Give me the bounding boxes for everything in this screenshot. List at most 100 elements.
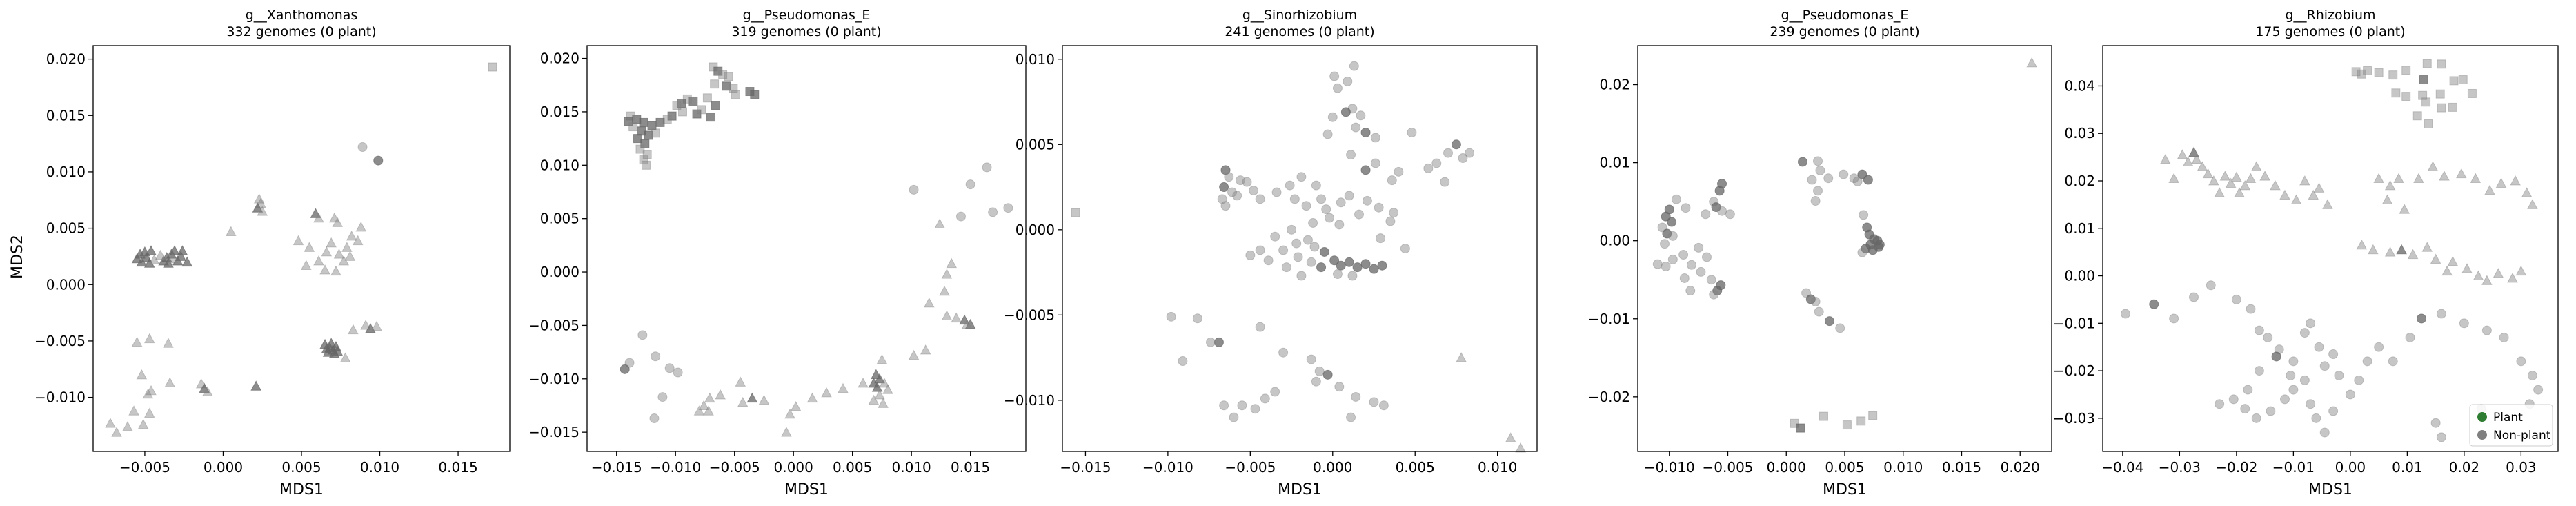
point-triangle bbox=[879, 377, 890, 388]
y-tick-label: −0.010 bbox=[34, 389, 86, 406]
x-tick-label: −0.010 bbox=[1142, 459, 1193, 476]
point-triangle bbox=[2393, 173, 2404, 184]
point-circle bbox=[2481, 325, 2492, 335]
point-circle bbox=[1316, 262, 1327, 273]
point-circle bbox=[1281, 262, 1291, 273]
point-circle bbox=[1213, 337, 1224, 347]
point-triangle bbox=[2384, 179, 2396, 191]
point-square bbox=[2357, 69, 2366, 79]
point-circle bbox=[2436, 432, 2446, 442]
point-triangle bbox=[693, 405, 705, 416]
point-circle bbox=[1717, 206, 1727, 216]
point-triangle bbox=[2245, 173, 2257, 184]
point-square bbox=[692, 109, 702, 119]
x-tick-label: 0.000 bbox=[774, 459, 813, 476]
point-triangle bbox=[1505, 432, 1516, 442]
point-triangle bbox=[2507, 272, 2518, 283]
point-circle bbox=[1219, 400, 1229, 411]
y-tick-label: −0.02 bbox=[2053, 362, 2095, 379]
point-triangle bbox=[2421, 242, 2433, 252]
x-tick-label: −0.010 bbox=[650, 459, 701, 476]
point-circle bbox=[2314, 342, 2324, 352]
x-tick-label: −0.03 bbox=[2159, 459, 2201, 476]
point-circle bbox=[1336, 197, 1346, 208]
point-triangle bbox=[326, 338, 337, 348]
x-tick-label: 0.000 bbox=[204, 459, 243, 476]
point-triangle bbox=[2368, 244, 2379, 255]
point-triangle bbox=[355, 221, 367, 232]
panel-subtitle: 239 genomes (0 plant) bbox=[1770, 24, 1919, 39]
point-triangle bbox=[313, 255, 324, 266]
x-tick-label: −0.005 bbox=[1225, 459, 1276, 476]
point-triangle bbox=[858, 377, 869, 388]
point-square bbox=[2412, 111, 2422, 121]
x-axis-label: MDS1 bbox=[279, 481, 324, 498]
point-circle bbox=[1377, 260, 1387, 271]
point-circle bbox=[1659, 239, 1670, 249]
point-circle bbox=[1332, 269, 1343, 280]
point-circle bbox=[1229, 412, 1239, 422]
point-triangle bbox=[319, 264, 330, 275]
point-circle bbox=[1423, 163, 1434, 173]
point-triangle bbox=[2191, 153, 2202, 164]
point-square bbox=[1071, 208, 1080, 217]
point-circle bbox=[1217, 194, 1227, 204]
y-tick-label: −0.01 bbox=[2053, 315, 2095, 331]
y-tick-label: 0.00 bbox=[2064, 268, 2095, 284]
point-circle bbox=[1291, 238, 1302, 249]
point-triangle bbox=[2510, 175, 2521, 186]
y-tick-label: 0.010 bbox=[46, 164, 86, 180]
point-square bbox=[2449, 76, 2459, 86]
point-circle bbox=[1652, 259, 1663, 269]
point-circle bbox=[2328, 349, 2339, 360]
y-tick-label: 0.005 bbox=[1015, 136, 1055, 153]
point-triangle bbox=[784, 408, 795, 419]
point-triangle bbox=[143, 407, 155, 418]
point-triangle bbox=[321, 343, 333, 353]
point-circle bbox=[1849, 173, 1859, 184]
point-circle bbox=[1270, 387, 1280, 397]
point-triangle bbox=[146, 245, 157, 255]
point-circle bbox=[1354, 209, 1364, 220]
point-square bbox=[724, 72, 733, 81]
point-triangle bbox=[874, 389, 885, 400]
point-triangle bbox=[876, 353, 888, 364]
point-circle bbox=[1166, 311, 1176, 322]
point-circle bbox=[1400, 244, 1410, 253]
point-triangle bbox=[871, 382, 883, 392]
x-tick-label: 0.010 bbox=[892, 459, 931, 476]
point-circle bbox=[1839, 169, 1849, 179]
point-triangle bbox=[310, 208, 321, 218]
point-triangle bbox=[2159, 153, 2171, 164]
x-tick-label: −0.02 bbox=[2215, 459, 2257, 476]
x-tick-label: 0.010 bbox=[1478, 459, 1517, 476]
point-circle bbox=[1302, 235, 1313, 245]
x-tick-label: −0.01 bbox=[2272, 459, 2315, 476]
point-circle bbox=[1678, 250, 1689, 260]
point-triangle bbox=[2455, 168, 2467, 179]
panel-title: g__Xanthomonas bbox=[246, 8, 358, 23]
point-circle bbox=[1389, 208, 1399, 218]
point-square bbox=[2401, 66, 2411, 75]
point-circle bbox=[1662, 228, 1672, 239]
point-triangle bbox=[946, 257, 958, 269]
panel-title: g__Pseudomonas_E bbox=[1781, 8, 1909, 23]
point-triangle bbox=[2188, 146, 2199, 157]
point-circle bbox=[2345, 389, 2355, 400]
point-circle bbox=[1227, 187, 1238, 197]
point-triangle bbox=[293, 235, 304, 246]
x-tick-label: 0.005 bbox=[1825, 459, 1864, 476]
point-triangle bbox=[2493, 268, 2504, 278]
panel-subtitle: 319 genomes (0 plant) bbox=[731, 24, 881, 39]
point-triangle bbox=[920, 344, 931, 355]
point-triangle bbox=[105, 418, 116, 428]
point-circle bbox=[1369, 264, 1379, 274]
point-square bbox=[641, 160, 651, 170]
point-square bbox=[2448, 102, 2457, 112]
point-circle bbox=[1443, 148, 1453, 158]
y-tick-label: 0.02 bbox=[2064, 173, 2095, 189]
point-triangle bbox=[328, 212, 340, 223]
point-triangle bbox=[2461, 263, 2473, 273]
axes-frame bbox=[586, 45, 1027, 452]
